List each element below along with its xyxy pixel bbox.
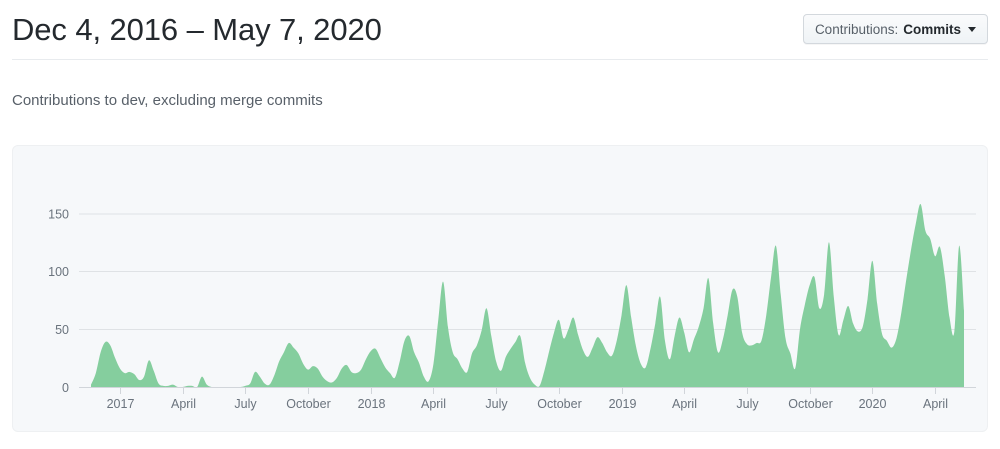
x-axis-tick-label: July: [736, 397, 759, 411]
x-axis-tick-label: 2020: [859, 397, 887, 411]
chevron-down-icon: [968, 26, 976, 32]
page-title: Dec 4, 2016 – May 7, 2020: [12, 12, 382, 47]
x-axis-tick-label: 2018: [358, 397, 386, 411]
contributions-chart-card: 0 50 100 150 2017 April July October 2018 April Ju…: [12, 145, 988, 432]
contributions-area-chart[interactable]: 0 50 100 150 2017 April July October 2018 April Ju…: [13, 146, 987, 431]
chart-svg: 0 50 100 150 2017 April July October 2018 April Ju…: [48, 204, 976, 411]
x-axis-tick-label: 2019: [609, 397, 637, 411]
y-axis-tick-label: 50: [55, 323, 69, 337]
x-axis-tick-label: April: [421, 397, 446, 411]
page-header: Dec 4, 2016 – May 7, 2020 Contributions:…: [12, 10, 988, 54]
contributions-select-value: Commits: [903, 21, 961, 37]
chart-subtitle: Contributions to dev, excluding merge co…: [12, 92, 323, 109]
x-axis-tick-label: October: [286, 397, 330, 411]
y-axis-tick-label: 100: [48, 265, 69, 279]
x-axis-tick-label: July: [485, 397, 508, 411]
y-axis-tick-label: 0: [62, 381, 69, 395]
x-axis-tick-label: April: [923, 397, 948, 411]
y-axis-tick-label: 150: [48, 207, 69, 221]
x-axis-tick-label: July: [234, 397, 257, 411]
header-divider: [12, 59, 988, 60]
x-axis-tick-label: October: [788, 397, 832, 411]
x-axis-tick-label: April: [171, 397, 196, 411]
contributions-type-select[interactable]: Contributions: Commits: [802, 14, 988, 44]
x-axis-tick-label: October: [537, 397, 581, 411]
commits-area-series: [91, 204, 964, 388]
contributions-select-prefix: Contributions:: [814, 21, 899, 37]
x-axis-tick-label: 2017: [107, 397, 135, 411]
x-axis-tick-label: April: [672, 397, 697, 411]
